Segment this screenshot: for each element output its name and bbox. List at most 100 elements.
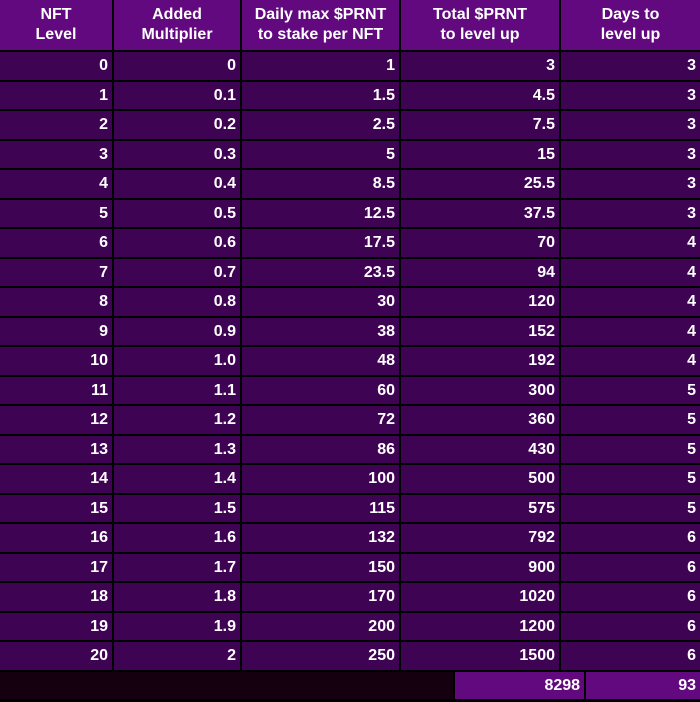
totals-spacer xyxy=(0,671,453,699)
cell-added-multiplier: 0.6 xyxy=(114,229,240,257)
table-row: 1 0.1 1.5 4.5 3 xyxy=(0,81,700,112)
cell-daily-max-prnt: 30 xyxy=(242,288,399,316)
cell-nft-level: 5 xyxy=(0,199,112,227)
cell-daily-max-prnt: 72 xyxy=(242,406,399,434)
table-row: 9 0.9 38 152 4 xyxy=(0,317,700,348)
table-row: 4 0.4 8.5 25.5 3 xyxy=(0,170,700,200)
cell-daily-max-prnt: 12.5 xyxy=(242,199,399,227)
cell-days-to-level-up: 5 xyxy=(561,406,700,434)
cell-daily-max-prnt: 8.5 xyxy=(242,170,399,198)
cell-total-prnt: 430 xyxy=(401,435,559,463)
table-row: 11 1.1 60 300 5 xyxy=(0,376,700,407)
cell-days-to-level-up: 6 xyxy=(561,524,700,552)
cell-total-prnt: 94 xyxy=(401,258,559,286)
cell-added-multiplier: 1.2 xyxy=(114,406,240,434)
cell-total-prnt: 792 xyxy=(401,524,559,552)
cell-total-prnt: 900 xyxy=(401,553,559,581)
cell-added-multiplier: 1.8 xyxy=(114,583,240,611)
cell-added-multiplier: 1.7 xyxy=(114,553,240,581)
cell-nft-level: 15 xyxy=(0,494,112,522)
cell-days-to-level-up: 6 xyxy=(561,612,700,640)
table-row: 16 1.6 132 792 6 xyxy=(0,524,700,554)
cell-total-prnt: 120 xyxy=(401,288,559,316)
cell-daily-max-prnt: 38 xyxy=(242,317,399,345)
table-row: 5 0.5 12.5 37.5 3 xyxy=(0,199,700,230)
cell-nft-level: 4 xyxy=(0,170,112,198)
cell-nft-level: 14 xyxy=(0,465,112,493)
cell-days-to-level-up: 4 xyxy=(561,229,700,257)
table-row: 7 0.7 23.5 94 4 xyxy=(0,258,700,289)
total-days-cell: 93 xyxy=(586,671,700,699)
cell-daily-max-prnt: 115 xyxy=(242,494,399,522)
cell-days-to-level-up: 3 xyxy=(561,81,700,109)
cell-added-multiplier: 0.7 xyxy=(114,258,240,286)
cell-daily-max-prnt: 5 xyxy=(242,140,399,168)
cell-nft-level: 8 xyxy=(0,288,112,316)
cell-added-multiplier: 1.5 xyxy=(114,494,240,522)
cell-days-to-level-up: 5 xyxy=(561,465,700,493)
cell-added-multiplier: 0.8 xyxy=(114,288,240,316)
table-header: NFT Level Added Multiplier Daily max $PR… xyxy=(0,0,700,52)
cell-total-prnt: 37.5 xyxy=(401,199,559,227)
cell-total-prnt: 300 xyxy=(401,376,559,404)
total-prnt-cell: 8298 xyxy=(454,671,585,699)
cell-total-prnt: 500 xyxy=(401,465,559,493)
cell-nft-level: 7 xyxy=(0,258,112,286)
header-total-prnt: Total $PRNT to level up xyxy=(401,0,559,50)
table-row: 18 1.8 170 1020 6 xyxy=(0,583,700,613)
cell-added-multiplier: 0.5 xyxy=(114,199,240,227)
cell-added-multiplier: 1.3 xyxy=(114,435,240,463)
cell-days-to-level-up: 3 xyxy=(561,140,700,168)
cell-daily-max-prnt: 170 xyxy=(242,583,399,611)
cell-days-to-level-up: 4 xyxy=(561,347,700,375)
cell-days-to-level-up: 3 xyxy=(561,170,700,198)
table-body: 0 0 1 3 3 1 0.1 1.5 4.5 3 2 0.2 2.5 7.5 3 3 0.3 5 15 3 4 0.4 8… xyxy=(0,52,700,672)
cell-daily-max-prnt: 250 xyxy=(242,642,399,670)
cell-added-multiplier: 1.4 xyxy=(114,465,240,493)
cell-daily-max-prnt: 1.5 xyxy=(242,81,399,109)
cell-added-multiplier: 1.6 xyxy=(114,524,240,552)
header-added-multiplier: Added Multiplier xyxy=(114,0,240,50)
table-row: 14 1.4 100 500 5 xyxy=(0,465,700,495)
table-row: 3 0.3 5 15 3 xyxy=(0,140,700,171)
header-nft-level: NFT Level xyxy=(0,0,112,50)
cell-total-prnt: 1500 xyxy=(401,642,559,670)
table-row: 19 1.9 200 1200 6 xyxy=(0,612,700,643)
cell-total-prnt: 3 xyxy=(401,52,559,80)
cell-added-multiplier: 1.9 xyxy=(114,612,240,640)
cell-total-prnt: 4.5 xyxy=(401,81,559,109)
cell-nft-level: 17 xyxy=(0,553,112,581)
cell-nft-level: 19 xyxy=(0,612,112,640)
cell-total-prnt: 192 xyxy=(401,347,559,375)
cell-days-to-level-up: 3 xyxy=(561,111,700,139)
cell-daily-max-prnt: 1 xyxy=(242,52,399,80)
cell-total-prnt: 70 xyxy=(401,229,559,257)
cell-nft-level: 1 xyxy=(0,81,112,109)
cell-days-to-level-up: 3 xyxy=(561,199,700,227)
cell-daily-max-prnt: 2.5 xyxy=(242,111,399,139)
header-days-to-level-up: Days to level up xyxy=(561,0,700,50)
cell-days-to-level-up: 6 xyxy=(561,553,700,581)
cell-daily-max-prnt: 60 xyxy=(242,376,399,404)
table-row: 6 0.6 17.5 70 4 xyxy=(0,229,700,259)
cell-total-prnt: 1020 xyxy=(401,583,559,611)
cell-nft-level: 16 xyxy=(0,524,112,552)
cell-added-multiplier: 0.3 xyxy=(114,140,240,168)
cell-total-prnt: 575 xyxy=(401,494,559,522)
table-row: 10 1.0 48 192 4 xyxy=(0,347,700,377)
cell-added-multiplier: 0.9 xyxy=(114,317,240,345)
cell-nft-level: 11 xyxy=(0,376,112,404)
table-row: 15 1.5 115 575 5 xyxy=(0,494,700,525)
cell-days-to-level-up: 6 xyxy=(561,642,700,670)
table-row: 8 0.8 30 120 4 xyxy=(0,288,700,318)
cell-added-multiplier: 1.0 xyxy=(114,347,240,375)
cell-nft-level: 0 xyxy=(0,52,112,80)
cell-added-multiplier: 0.1 xyxy=(114,81,240,109)
header-daily-max-prnt: Daily max $PRNT to stake per NFT xyxy=(242,0,399,50)
cell-total-prnt: 360 xyxy=(401,406,559,434)
cell-total-prnt: 1200 xyxy=(401,612,559,640)
cell-days-to-level-up: 3 xyxy=(561,52,700,80)
cell-added-multiplier: 0.2 xyxy=(114,111,240,139)
cell-nft-level: 13 xyxy=(0,435,112,463)
